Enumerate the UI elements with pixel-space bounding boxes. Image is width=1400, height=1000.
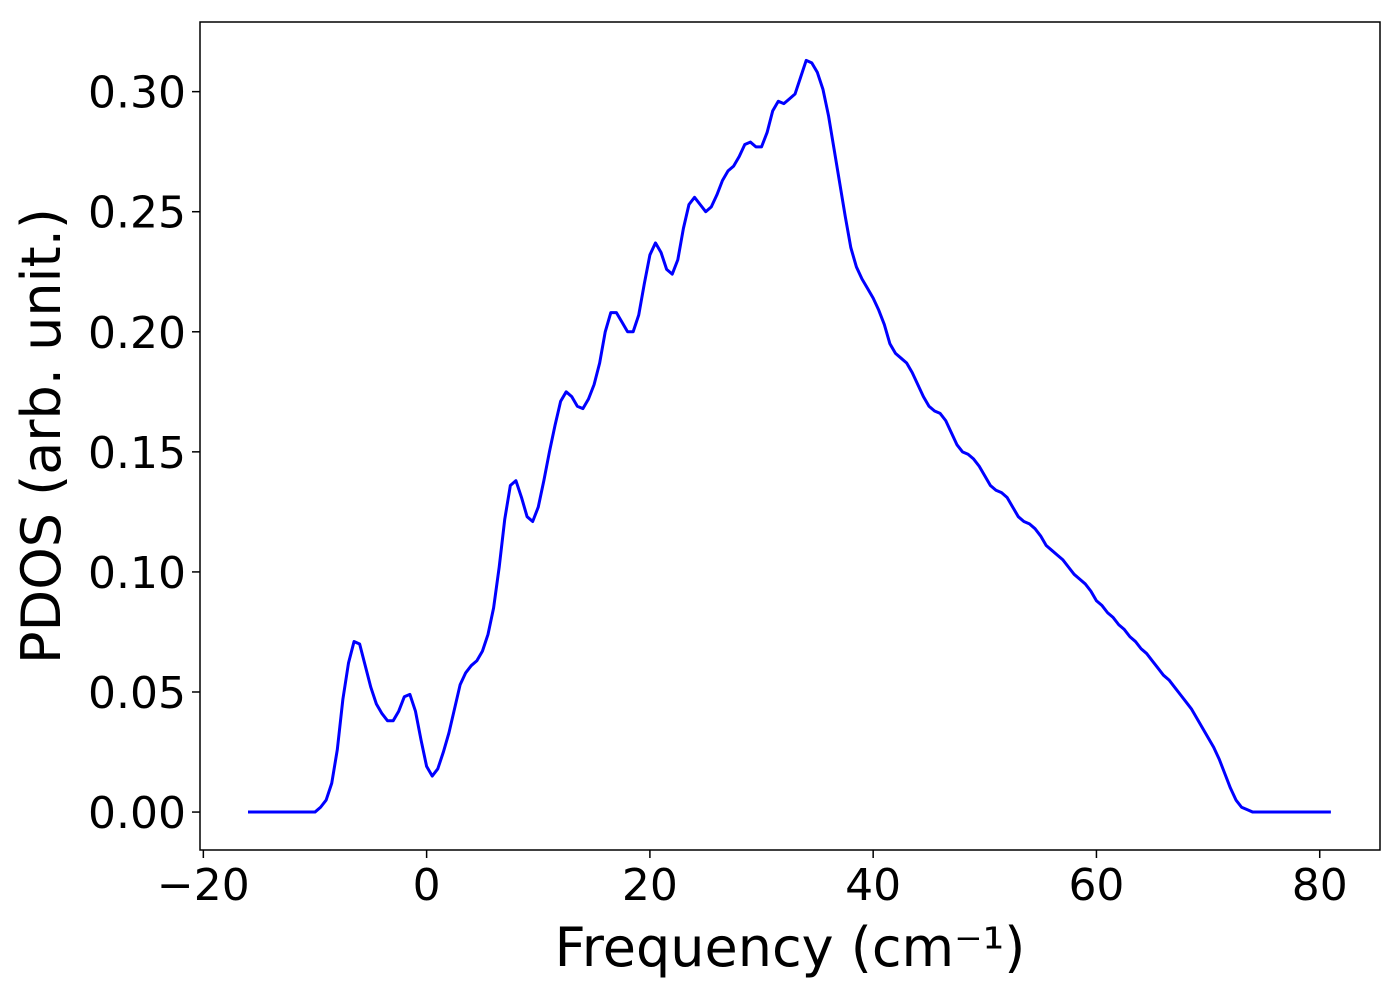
y-tick-label: 0.00 xyxy=(88,788,186,839)
data-line xyxy=(248,58,1331,814)
x-tick-label: −20 xyxy=(157,860,250,911)
x-tick-label: 80 xyxy=(1292,860,1348,911)
y-tick-label: 0.25 xyxy=(88,188,186,239)
y-tick-label: 0.10 xyxy=(88,548,186,599)
x-tick-label: 60 xyxy=(1068,860,1124,911)
x-tick-label: 0 xyxy=(413,860,441,911)
plot-frame xyxy=(199,21,1381,851)
y-axis-label: PDOS (arb. unit.) xyxy=(10,208,73,664)
y-tick-label: 0.05 xyxy=(88,668,186,719)
y-tick-label: 0.30 xyxy=(88,68,186,119)
x-tick-label: 40 xyxy=(845,860,901,911)
x-tick-label: 20 xyxy=(622,860,678,911)
y-tick-label: 0.20 xyxy=(88,308,186,359)
x-axis-label: Frequency (cm⁻¹) xyxy=(555,916,1026,979)
y-tick-label: 0.15 xyxy=(88,428,186,479)
